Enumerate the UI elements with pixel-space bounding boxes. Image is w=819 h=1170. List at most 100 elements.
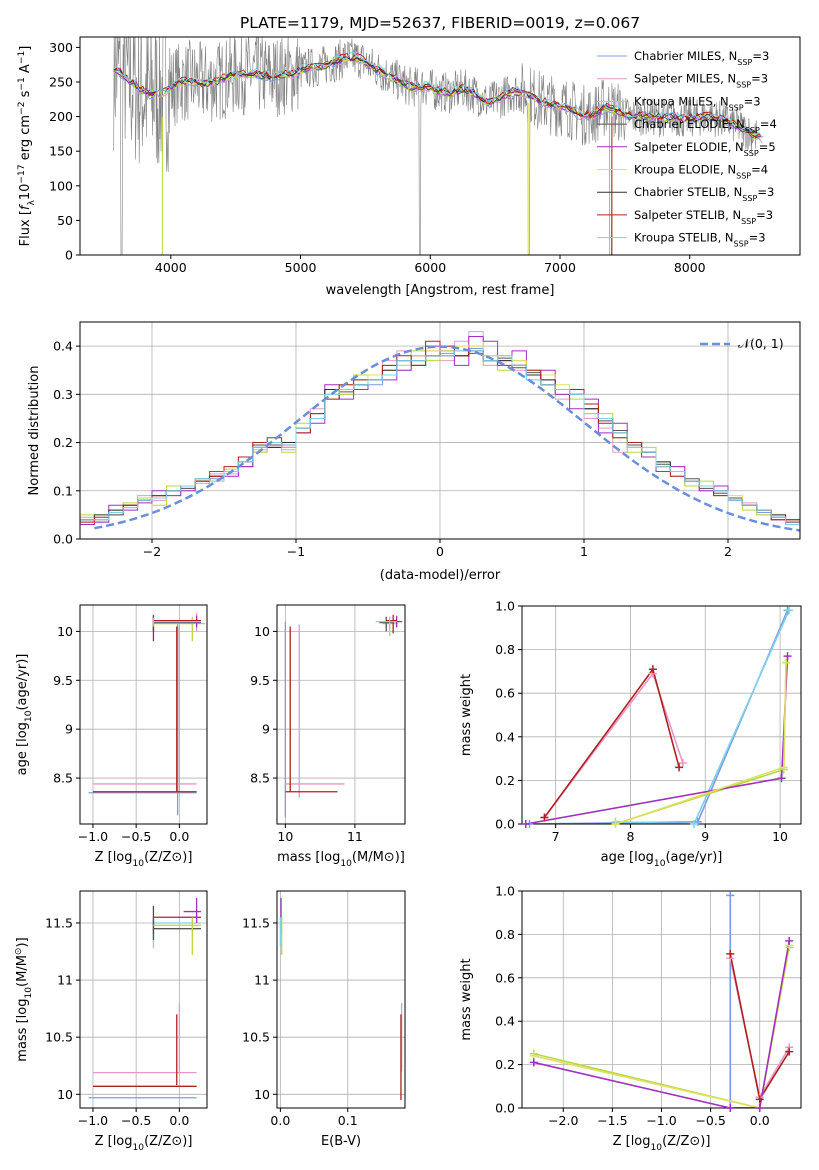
weight-line — [615, 662, 787, 824]
weight-marker — [726, 891, 735, 900]
y-tick-label: 250 — [49, 74, 73, 89]
weight-marker — [782, 658, 791, 667]
gaussian-curve — [94, 345, 800, 532]
y-tick-label: 0.3 — [53, 387, 73, 402]
x-tick-label: −1 — [287, 544, 305, 559]
weight-vs-age-panel: 7 8 9 10 0.0 0.2 0.4 0.6 0.8 1.0 age [log10(age/yr… — [459, 599, 802, 869]
weight-vs-age-plot-area — [525, 610, 790, 824]
weight-marker — [779, 763, 788, 772]
y-tick-label: 0.0 — [495, 1101, 515, 1116]
x-tick-label: 0.0 — [270, 1113, 290, 1128]
y-tick-label: 10.5 — [242, 1030, 270, 1045]
y-tick-label: 0.4 — [495, 1014, 515, 1029]
y-tick-label: 50 — [57, 213, 73, 228]
y-axis-label: Normed distribution — [27, 366, 42, 496]
weight-line — [729, 895, 760, 1108]
weight-marker — [690, 820, 699, 828]
weight-marker — [529, 1058, 538, 1067]
x-tick-label: 6000 — [414, 260, 446, 275]
y-axis-label: mass [log10(M/M⊙)] — [14, 937, 34, 1061]
x-tick-label: 0 — [436, 544, 444, 559]
x-axis-label: E(B-V) — [321, 1134, 361, 1149]
weight-marker — [785, 606, 794, 615]
x-tick-label: 5000 — [285, 260, 317, 275]
y-tick-label: 11 — [254, 973, 270, 988]
x-tick-label: −2 — [143, 544, 161, 559]
x-tick-label: −1.0 — [78, 1113, 108, 1128]
y-tick-label: 0.4 — [53, 339, 73, 354]
weight-marker — [777, 774, 786, 783]
weight-marker — [785, 936, 794, 945]
y-tick-label: 9 — [65, 722, 73, 737]
axes-frame — [521, 605, 802, 825]
weight-marker — [726, 1104, 735, 1112]
x-axis-label: Z [log10(Z/Z⊙)] — [613, 1134, 711, 1153]
x-axis-label: Z [log10(Z/Z⊙)] — [95, 850, 193, 869]
weight-vs-metallicity-panel: −2.0 −1.5 −1.0 −0.5 0.0 0.0 0.2 0.4 0.6 0.8 1.0 Z [… — [459, 884, 802, 1153]
legend-label: Salpeter MILES, NSSP=3 — [634, 72, 768, 90]
x-tick-label: 0.1 — [338, 1113, 358, 1128]
y-tick-label: 11 — [57, 973, 73, 988]
mass-vs-extinction-panel: 0.0 0.1 10 10.5 11 11.5 E(B-V) — [242, 890, 406, 1149]
y-tick-label: 9 — [262, 722, 270, 737]
spectrum-panel: 4000 5000 6000 7000 8000 0 50 100 150 200 250 300 PL… — [17, 14, 801, 298]
x-tick-label: 4000 — [155, 260, 187, 275]
weight-line — [543, 671, 684, 818]
x-tick-label: −2.0 — [548, 1113, 578, 1128]
y-axis-label: Flux [fλ10−17 erg cm−2 s−1 A−1] — [17, 46, 37, 247]
weight-vs-Z-grid — [522, 890, 801, 1109]
x-tick-label: 0.0 — [169, 829, 189, 844]
y-tick-label: 10 — [57, 624, 73, 639]
model-spectrum-line — [113, 56, 763, 138]
legend-label: Kroupa ELODIE, NSSP=4 — [634, 163, 768, 181]
y-tick-label: 300 — [49, 40, 73, 55]
x-tick-label: −1.0 — [78, 829, 108, 844]
axes-frame — [521, 890, 802, 1109]
x-tick-label: −0.5 — [121, 829, 151, 844]
y-tick-label: 1.0 — [495, 884, 515, 899]
mass-vs-Z-plot-area — [88, 897, 201, 1099]
weight-marker — [675, 763, 684, 772]
weight-line — [529, 610, 789, 824]
axes-frame — [276, 890, 406, 1109]
x-axis-label: wavelength [Angstrom, rest frame] — [326, 283, 555, 298]
x-tick-label: 9 — [701, 829, 709, 844]
weight-line — [615, 610, 790, 824]
y-tick-label: 0.6 — [495, 686, 515, 701]
x-tick-label: 7000 — [544, 260, 576, 275]
x-axis-label: age [log10(age/yr)] — [601, 850, 723, 869]
legend-label: Salpeter ELODIE, NSSP=5 — [634, 140, 776, 158]
weight-marker — [611, 820, 620, 828]
residuals-plot-area — [80, 331, 800, 532]
weight-marker — [521, 820, 530, 828]
axes-frame — [79, 321, 801, 540]
mass-vs-ebv-plot-area — [279, 897, 403, 1101]
y-tick-label: 10 — [254, 1087, 270, 1102]
x-axis-label: mass [log10(M/M⊙)] — [277, 850, 405, 869]
weight-vs-age-grid — [522, 605, 801, 825]
y-tick-label: 10.5 — [45, 1030, 73, 1045]
legend-label: Chabrier STELIB, NSSP=3 — [634, 185, 774, 203]
x-axis-label: Z [log10(Z/Z⊙)] — [95, 1134, 193, 1153]
y-tick-label: 0.0 — [53, 532, 73, 547]
y-tick-label: 10 — [57, 1087, 73, 1102]
y-tick-label: 0.1 — [53, 483, 73, 498]
x-tick-label: −1.0 — [646, 1113, 676, 1128]
spectrum-plot-area — [113, 37, 763, 255]
x-tick-label: 1 — [580, 544, 588, 559]
weight-marker — [726, 949, 735, 958]
y-tick-label: 100 — [49, 178, 73, 193]
y-tick-label: 0.4 — [495, 729, 515, 744]
y-tick-label: 0.8 — [495, 927, 515, 942]
y-tick-label: 1.0 — [495, 599, 515, 614]
age-vs-mass-panel: 10 11 8.5 9 9.5 10 mass [log10(M/M⊙)] — [250, 604, 406, 869]
y-tick-label: 10 — [254, 624, 270, 639]
legend-label: Chabrier MILES, NSSP=3 — [634, 49, 769, 67]
mass-vs-metallicity-panel: −1.0 −0.5 0.0 10 10.5 11 11.5 Z [log10(Z/Z⊙)] ma… — [14, 890, 208, 1153]
y-tick-label: 11.5 — [45, 915, 73, 930]
legend-label: Kroupa STELIB, NSSP=3 — [634, 231, 766, 249]
x-tick-label: 2 — [724, 544, 732, 559]
weight-marker — [540, 813, 549, 822]
age-vs-metallicity-panel: −1.0 −0.5 0.0 8.5 9 9.5 10 Z [log10(Z/Z⊙)] age [… — [15, 604, 208, 869]
legend: Chabrier MILES, NSSP=3 Salpeter MILES, NS… — [597, 49, 777, 248]
